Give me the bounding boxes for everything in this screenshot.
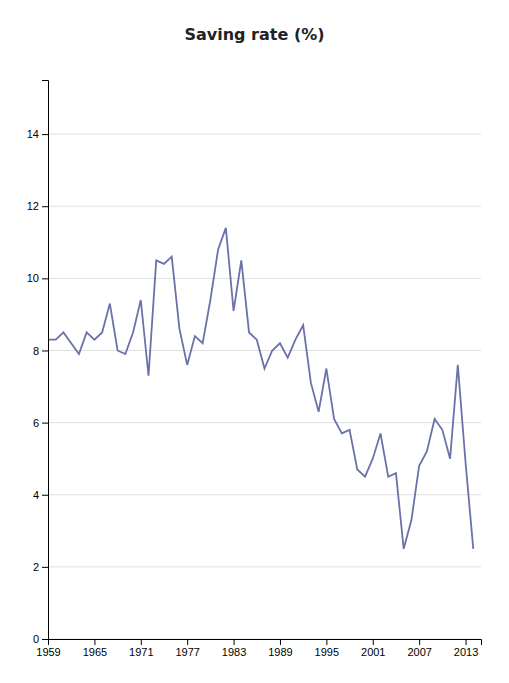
tick: 2001 — [361, 639, 385, 658]
grid-line — [48, 350, 481, 351]
tick-mark — [42, 134, 48, 135]
grid-line — [48, 134, 481, 135]
tick-label: 1995 — [315, 646, 339, 658]
tick-label: 1989 — [268, 646, 292, 658]
tick: 1959 — [36, 639, 60, 658]
tick-label: 14 — [27, 128, 39, 140]
marks — [48, 228, 473, 549]
tick-label: 12 — [27, 200, 39, 212]
axis-line — [42, 81, 49, 640]
tick: 1977 — [175, 639, 199, 658]
grid-line — [48, 422, 481, 423]
grid-line — [48, 566, 481, 567]
tick: 0 — [33, 633, 48, 645]
tick-label: 1959 — [36, 646, 60, 658]
tick-mark — [373, 639, 374, 645]
tick: 4 — [33, 489, 48, 501]
y-axis: 0 2 4 6 8 10 12 14 — [27, 81, 49, 646]
tick-mark — [42, 278, 48, 279]
tick-mark — [141, 639, 142, 645]
grid — [48, 134, 481, 639]
tick-mark — [234, 639, 235, 645]
tick: 8 — [33, 345, 48, 357]
tick-label: 6 — [33, 417, 39, 429]
x-axis: 1959 1965 1971 1977 1983 1989 1995 2001 2007 2013 — [36, 639, 481, 658]
tick-label: 4 — [33, 489, 39, 501]
tick: 1989 — [268, 639, 292, 658]
tick: 10 — [27, 272, 48, 284]
tick-label: 2001 — [361, 646, 385, 658]
tick: 6 — [33, 417, 48, 429]
tick-mark — [419, 639, 420, 645]
tick: 2 — [33, 561, 48, 573]
tick: 14 — [27, 128, 48, 140]
title: Saving rate (%) — [184, 25, 324, 44]
tick-mark — [42, 495, 48, 496]
tick-label: 8 — [33, 345, 39, 357]
tick-mark — [42, 206, 48, 207]
tick: 2013 — [454, 639, 478, 658]
tick-label: 1971 — [129, 646, 153, 658]
plot: 1959 1965 1971 1977 1983 1989 1995 2001 2007 2013… — [27, 81, 482, 658]
tick: 1983 — [222, 639, 246, 658]
tick-label: 10 — [27, 272, 39, 284]
tick: 1995 — [315, 639, 339, 658]
tick-mark — [42, 639, 48, 640]
grid-line — [48, 206, 481, 207]
tick: 2007 — [407, 639, 431, 658]
tick-label: 0 — [33, 633, 39, 645]
tick-label: 1977 — [175, 646, 199, 658]
tick: 12 — [27, 200, 48, 212]
tick-mark — [42, 423, 48, 424]
tick-mark — [42, 350, 48, 351]
grid-line — [48, 278, 481, 279]
tick-mark — [42, 567, 48, 568]
tick-label: 1983 — [222, 646, 246, 658]
tick-mark — [94, 639, 95, 645]
axis-line — [49, 640, 482, 646]
tick-label: 1965 — [83, 646, 107, 658]
tick: 1971 — [129, 639, 153, 658]
chart: Saving rate (%)1959196519711977198319891… — [0, 0, 509, 683]
tick-mark — [326, 639, 327, 645]
line — [48, 228, 473, 549]
tick-mark — [187, 639, 188, 645]
grid-line — [48, 494, 481, 495]
tick-label: 2007 — [407, 646, 431, 658]
tick-label: 2013 — [454, 646, 478, 658]
tick-label: 2 — [33, 561, 39, 573]
tick-mark — [466, 639, 467, 645]
tick: 1965 — [83, 639, 107, 658]
tick-mark — [280, 639, 281, 645]
